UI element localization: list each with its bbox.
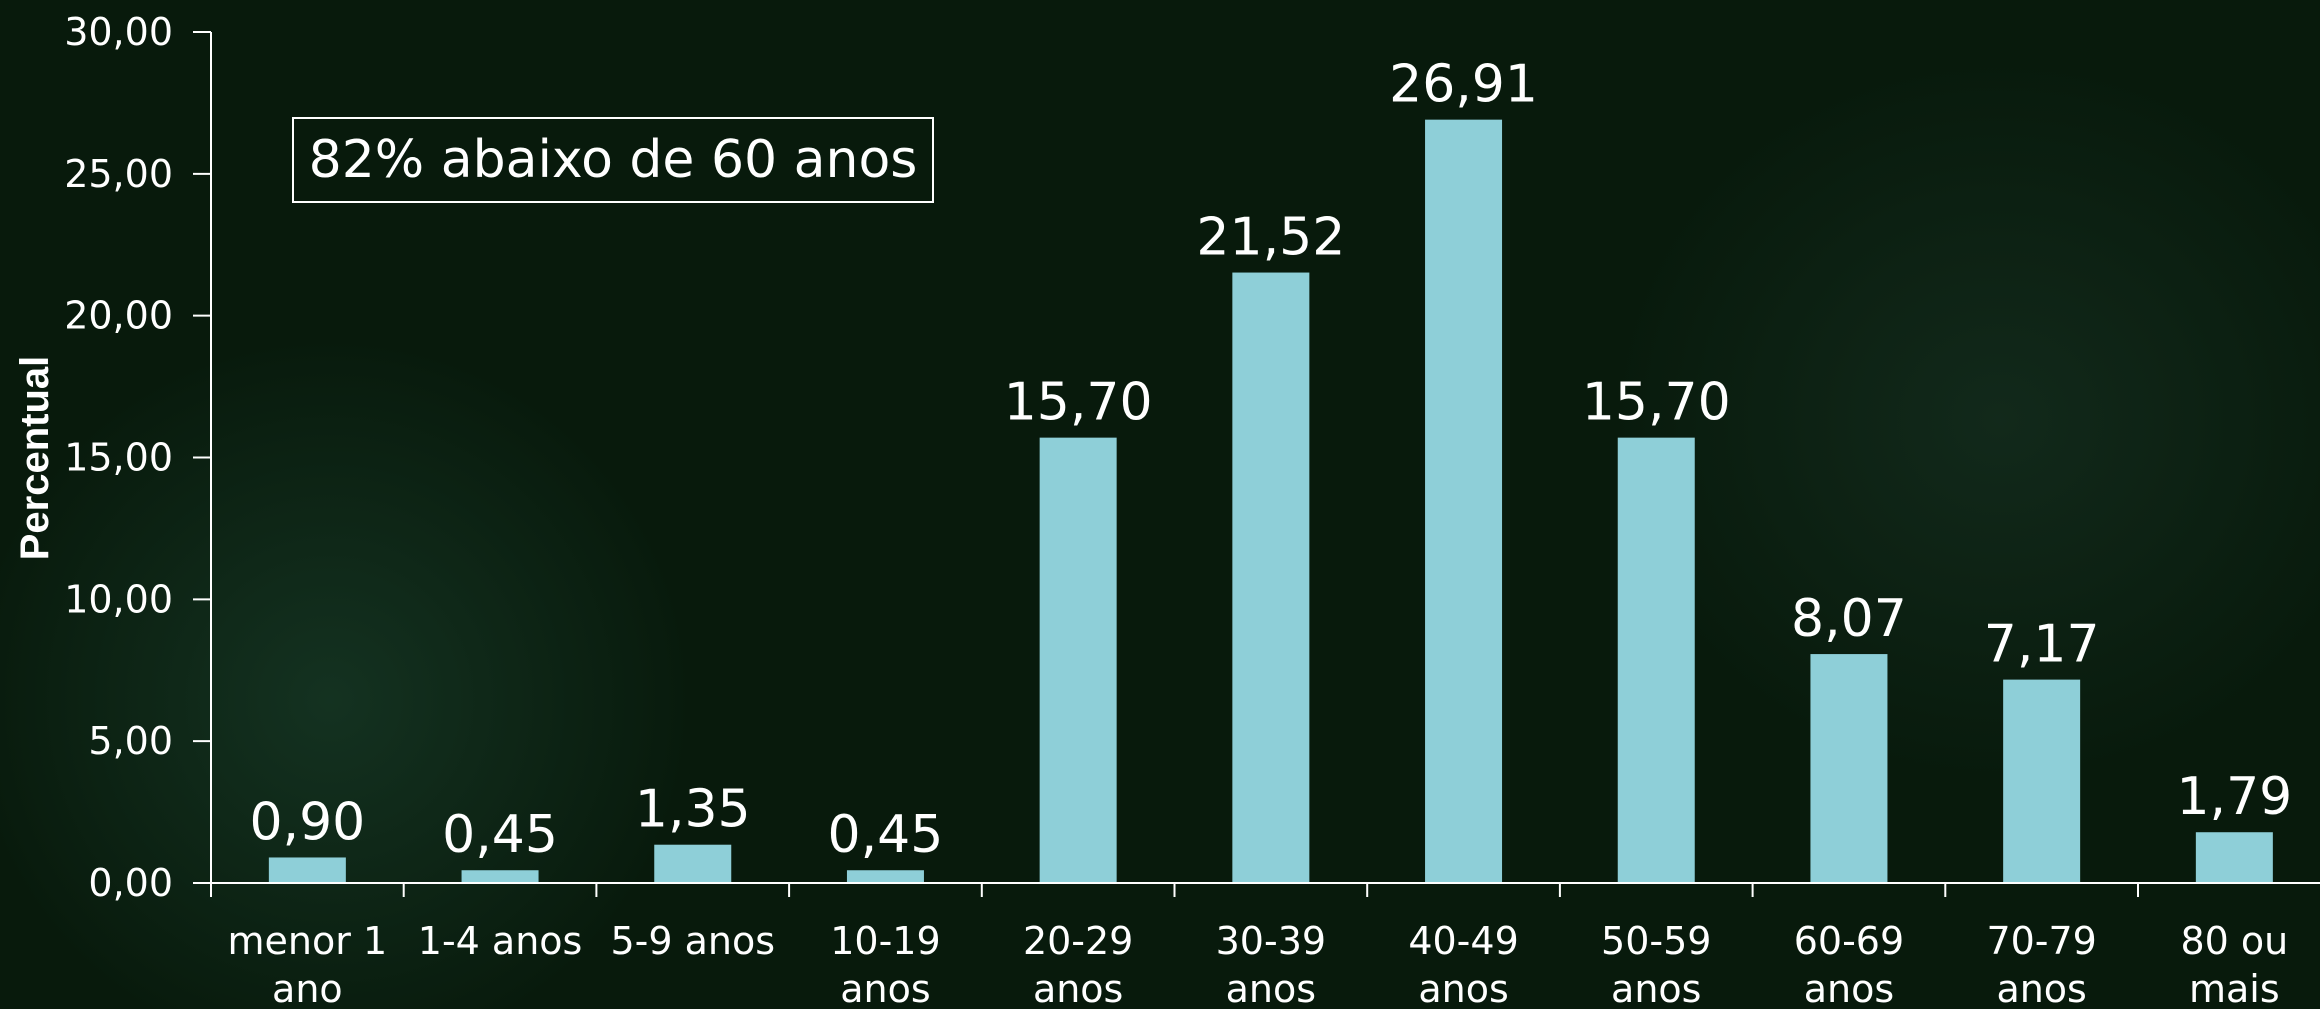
bar [1232,272,1310,884]
x-category-label: 60-69 [1794,919,1904,963]
annotation-text: 82% abaixo de 60 anos [309,130,918,190]
x-category-label: 1-4 anos [418,919,583,963]
bar-value-label: 0,90 [249,792,365,852]
x-category-label: 70-79 [1986,919,2096,963]
bars-group [268,119,2273,884]
bar [461,870,539,883]
y-tick-label: 25,00 [64,152,173,196]
y-tick-label: 15,00 [64,436,173,480]
bar-value-label: 8,07 [1791,589,1907,649]
data-labels-group: 0,90 0,45 1,35 0,45 15,70 21,52 26,91 15,70 8,07… [249,55,2292,866]
y-tick-label: 10,00 [64,577,173,621]
bar-value-label: 1,35 [635,780,751,840]
bar-value-label: 0,45 [442,805,558,865]
bar [846,870,924,883]
x-category-label: anos [840,967,930,1009]
x-category-label: anos [1033,967,1123,1009]
bar [2195,832,2273,883]
x-category-label: anos [1226,967,1316,1009]
x-category-label: 80 ou [2180,919,2288,963]
bar [1039,437,1117,883]
bar [1425,119,1503,883]
bar [2003,679,2081,883]
x-category-label: anos [1611,967,1701,1009]
x-category-label: anos [1418,967,1508,1009]
y-axis-title: Percentual [13,356,57,561]
bar-value-label: 15,70 [1582,373,1731,433]
bar-value-label: 1,79 [2176,767,2292,827]
x-category-label: 20-29 [1023,919,1133,963]
x-category-label: ano [272,967,343,1009]
bar-value-label: 0,45 [828,805,944,865]
bar-value-label: 7,17 [1984,615,2100,675]
x-category-label: anos [1804,967,1894,1009]
annotation-box: 82% abaixo de 60 anos [292,117,934,203]
y-tick-label: 0,00 [88,861,173,905]
x-category-label: 10-19 [830,919,940,963]
y-tick-label: 20,00 [64,294,173,338]
bar-value-label: 21,52 [1196,208,1345,268]
bar [1810,654,1888,883]
x-category-label: 50-59 [1601,919,1711,963]
annotation-border [292,117,934,203]
y-ticks-group: 0,00 5,00 10,00 15,00 20,00 25,00 30,00 [64,10,211,905]
bar-value-label: 26,91 [1389,55,1538,115]
x-category-label: menor 1 [228,919,388,963]
x-category-label: anos [1996,967,2086,1009]
x-category-label: 30-39 [1216,919,1326,963]
x-category-label: 40-49 [1408,919,1518,963]
x-category-label: mais [2189,967,2280,1009]
bar [268,857,346,883]
y-tick-label: 30,00 [64,10,173,54]
y-tick-label: 5,00 [88,719,173,763]
bar [654,844,732,883]
x-category-label: 5-9 anos [610,919,775,963]
bar-value-label: 15,70 [1004,373,1153,433]
bar [1617,437,1695,883]
